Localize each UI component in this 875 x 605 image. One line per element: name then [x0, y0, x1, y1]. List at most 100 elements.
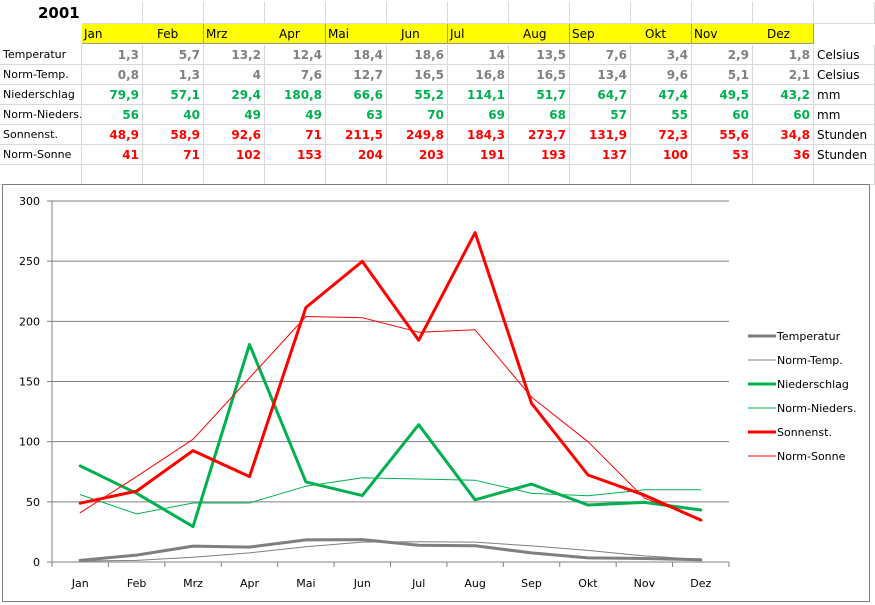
unit-cell[interactable]: Celsius [814, 65, 875, 85]
value-cell[interactable]: 16,5 [387, 65, 448, 85]
empty-cell[interactable] [692, 165, 753, 185]
value-cell[interactable]: 55,2 [387, 85, 448, 105]
value-cell[interactable]: 13,2 [204, 45, 265, 65]
row-label[interactable]: Sonnenst. [0, 125, 82, 145]
value-cell[interactable]: 12,4 [265, 45, 326, 65]
value-cell[interactable]: 63 [326, 105, 387, 125]
value-cell[interactable]: 57,1 [143, 85, 204, 105]
year-cell[interactable]: 2001 [38, 4, 80, 22]
value-cell[interactable]: 71 [143, 145, 204, 165]
row-label[interactable]: Norm-Nieders. [0, 105, 82, 125]
value-cell[interactable]: 51,7 [509, 85, 570, 105]
empty-cell[interactable] [814, 165, 875, 185]
value-cell[interactable]: 5,1 [692, 65, 753, 85]
value-cell[interactable]: 47,4 [631, 85, 692, 105]
value-cell[interactable]: 36 [753, 145, 814, 165]
value-cell[interactable]: 2,1 [753, 65, 814, 85]
empty-cell[interactable] [143, 165, 204, 185]
value-cell[interactable]: 49 [204, 105, 265, 125]
value-cell[interactable]: 55,6 [692, 125, 753, 145]
month-header-cell[interactable]: Okt [631, 24, 692, 44]
value-cell[interactable]: 41 [82, 145, 143, 165]
value-cell[interactable]: 60 [692, 105, 753, 125]
empty-cell[interactable] [631, 2, 692, 24]
value-cell[interactable]: 58,9 [143, 125, 204, 145]
value-cell[interactable]: 9,6 [631, 65, 692, 85]
value-cell[interactable]: 29,4 [204, 85, 265, 105]
empty-cell[interactable] [0, 165, 82, 185]
value-cell[interactable]: 193 [509, 145, 570, 165]
month-header-cell[interactable]: Nov [692, 24, 753, 44]
month-header-cell[interactable]: Jul [448, 24, 509, 44]
empty-cell[interactable] [82, 165, 143, 185]
empty-cell[interactable] [143, 2, 204, 24]
value-cell[interactable]: 79,9 [82, 85, 143, 105]
value-cell[interactable]: 3,4 [631, 45, 692, 65]
value-cell[interactable]: 43,2 [753, 85, 814, 105]
month-header-cell[interactable]: Aug [509, 24, 570, 44]
value-cell[interactable]: 64,7 [570, 85, 631, 105]
value-cell[interactable]: 68 [509, 105, 570, 125]
value-cell[interactable]: 0,8 [82, 65, 143, 85]
empty-cell[interactable] [204, 2, 265, 24]
row-label[interactable]: Temperatur [0, 45, 82, 65]
value-cell[interactable]: 55 [631, 105, 692, 125]
row-label[interactable]: Norm-Sonne [0, 145, 82, 165]
value-cell[interactable]: 69 [448, 105, 509, 125]
value-cell[interactable]: 16,8 [448, 65, 509, 85]
month-header-cell[interactable]: Jun [387, 24, 448, 44]
row-label[interactable]: Norm-Temp. [0, 65, 82, 85]
value-cell[interactable]: 5,7 [143, 45, 204, 65]
empty-cell[interactable] [570, 2, 631, 24]
value-cell[interactable]: 57 [570, 105, 631, 125]
value-cell[interactable]: 102 [204, 145, 265, 165]
value-cell[interactable]: 12,7 [326, 65, 387, 85]
value-cell[interactable]: 14 [448, 45, 509, 65]
value-cell[interactable]: 71 [265, 125, 326, 145]
empty-cell[interactable] [509, 165, 570, 185]
value-cell[interactable]: 66,6 [326, 85, 387, 105]
unit-cell[interactable]: Stunden [814, 145, 875, 165]
row-label[interactable]: Niederschlag [0, 85, 82, 105]
unit-cell[interactable]: Celsius [814, 45, 875, 65]
empty-cell[interactable] [387, 165, 448, 185]
value-cell[interactable]: 2,9 [692, 45, 753, 65]
month-header-cell[interactable]: Mai [326, 24, 387, 44]
empty-cell[interactable] [387, 2, 448, 24]
empty-cell[interactable] [448, 2, 509, 24]
value-cell[interactable]: 7,6 [265, 65, 326, 85]
empty-cell[interactable] [82, 2, 143, 24]
value-cell[interactable]: 1,3 [82, 45, 143, 65]
value-cell[interactable]: 34,8 [753, 125, 814, 145]
unit-cell[interactable]: Stunden [814, 125, 875, 145]
value-cell[interactable]: 70 [387, 105, 448, 125]
value-cell[interactable]: 204 [326, 145, 387, 165]
value-cell[interactable]: 1,3 [143, 65, 204, 85]
value-cell[interactable]: 56 [82, 105, 143, 125]
month-header-cell[interactable]: Mrz [204, 24, 265, 44]
value-cell[interactable]: 180,8 [265, 85, 326, 105]
value-cell[interactable]: 60 [753, 105, 814, 125]
value-cell[interactable]: 13,4 [570, 65, 631, 85]
value-cell[interactable]: 49,5 [692, 85, 753, 105]
value-cell[interactable]: 249,8 [387, 125, 448, 145]
month-header-cell[interactable]: Jan [82, 24, 143, 44]
empty-cell[interactable] [509, 2, 570, 24]
value-cell[interactable]: 100 [631, 145, 692, 165]
month-header-cell[interactable]: Sep [570, 24, 631, 44]
value-cell[interactable]: 16,5 [509, 65, 570, 85]
unit-cell[interactable]: mm [814, 85, 875, 105]
empty-cell[interactable] [326, 165, 387, 185]
empty-cell[interactable] [265, 2, 326, 24]
empty-cell[interactable] [326, 2, 387, 24]
value-cell[interactable]: 137 [570, 145, 631, 165]
value-cell[interactable]: 72,3 [631, 125, 692, 145]
value-cell[interactable]: 40 [143, 105, 204, 125]
value-cell[interactable]: 191 [448, 145, 509, 165]
value-cell[interactable]: 114,1 [448, 85, 509, 105]
value-cell[interactable]: 13,5 [509, 45, 570, 65]
value-cell[interactable]: 18,4 [326, 45, 387, 65]
empty-cell[interactable] [814, 2, 875, 24]
month-header-cell[interactable]: Dez [753, 24, 814, 44]
value-cell[interactable]: 92,6 [204, 125, 265, 145]
